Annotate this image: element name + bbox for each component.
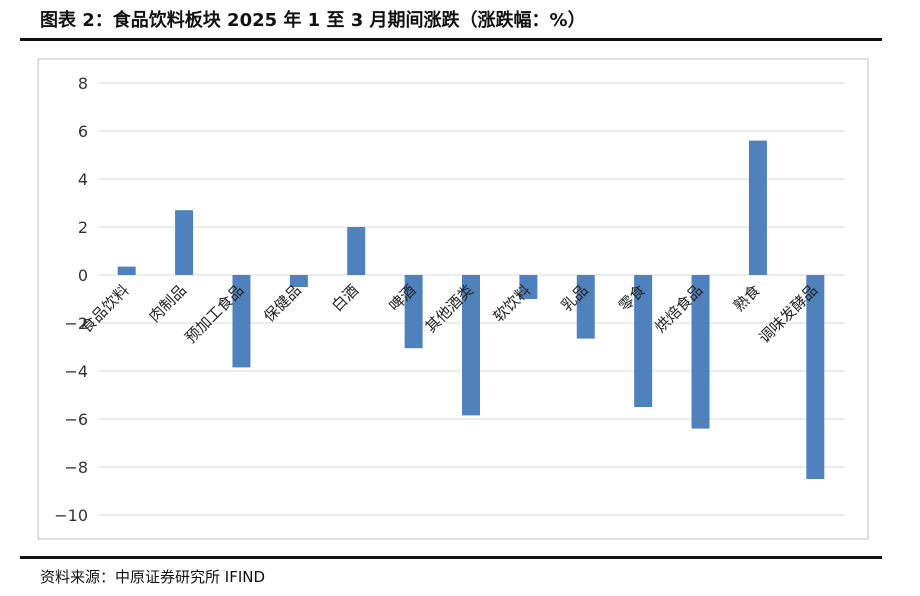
- bar-1: [117, 266, 136, 275]
- chart-frame: [37, 58, 869, 540]
- bar-9: [576, 275, 595, 339]
- bar-3: [232, 275, 251, 368]
- bar-10: [634, 275, 653, 407]
- y-axis-ticks: 8 6 4 2 0 −2 −4 −6 −8 −10: [54, 74, 88, 525]
- bar-8: [519, 275, 538, 299]
- y-tick-label: 6: [78, 122, 88, 141]
- bar-5: [347, 227, 366, 275]
- top-rule: [20, 38, 882, 41]
- bars: [117, 140, 825, 479]
- y-tick-label: 4: [78, 170, 88, 189]
- y-tick-label: 0: [78, 266, 88, 285]
- y-tick-label: −10: [54, 506, 88, 525]
- y-tick-label: −2: [64, 314, 88, 333]
- bar-12: [748, 140, 767, 275]
- figure-title: 图表 2：食品饮料板块 2025 年 1 至 3 月期间涨跌（涨跌幅：%）: [40, 10, 586, 31]
- bar-11: [691, 275, 710, 429]
- y-tick-label: 2: [78, 218, 88, 237]
- source-note: 资料来源：中原证券研究所 IFIND: [40, 568, 266, 586]
- bottom-rule: [20, 556, 882, 559]
- bar-7: [462, 275, 480, 416]
- y-tick-label: −4: [64, 362, 88, 381]
- y-tick-label: −6: [64, 410, 88, 429]
- y-tick-label: −8: [64, 458, 88, 477]
- bar-2: [175, 210, 194, 275]
- bar-4: [289, 275, 308, 287]
- bar-13: [806, 275, 825, 479]
- bar-6: [404, 275, 423, 349]
- y-tick-label: 8: [78, 74, 88, 93]
